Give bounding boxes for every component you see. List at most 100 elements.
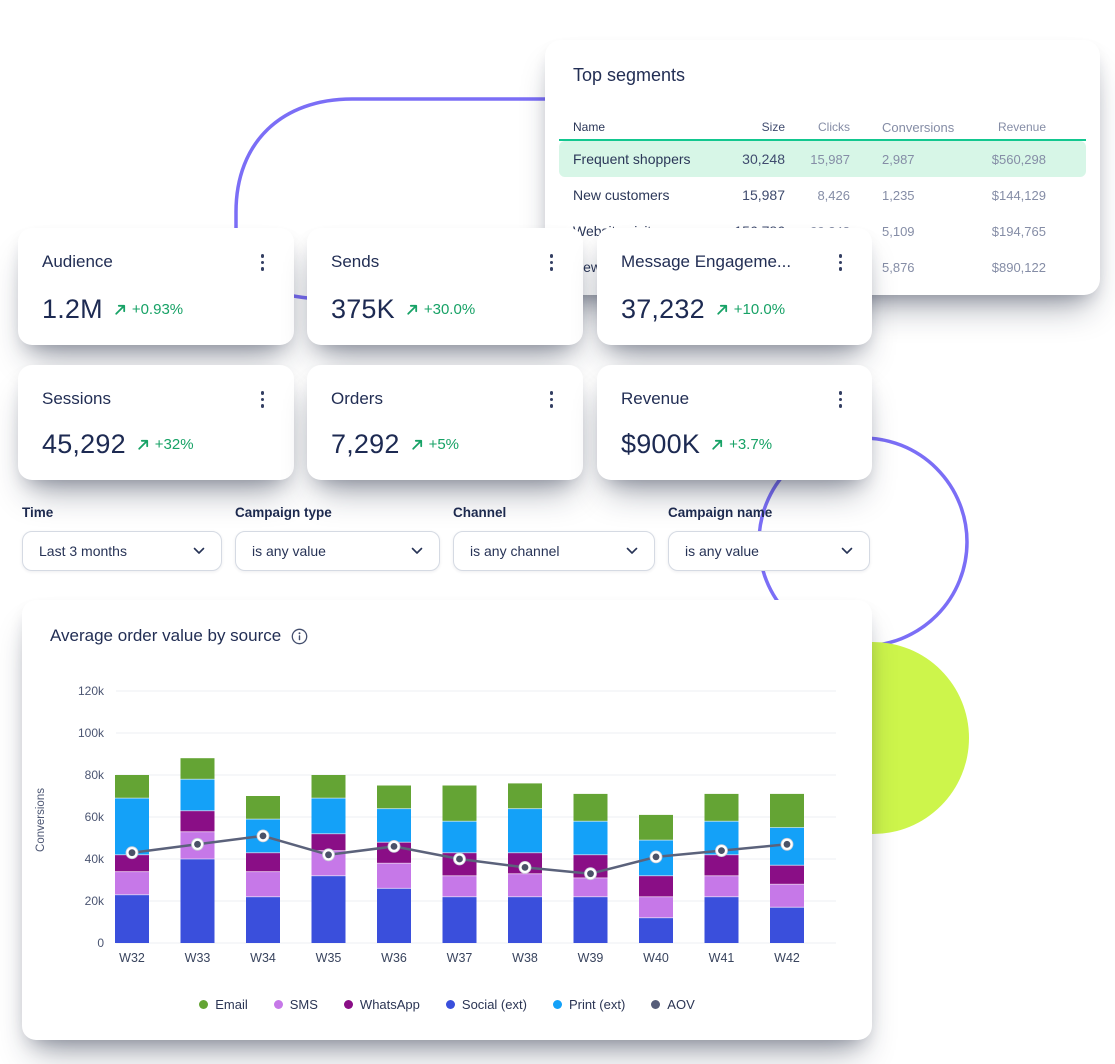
aov-point[interactable] [587, 870, 594, 878]
bar-segment-print-ext-[interactable] [115, 798, 149, 855]
aov-point[interactable] [259, 832, 267, 840]
filter-dropdown[interactable]: is any value [668, 531, 870, 571]
bar-segment-sms[interactable] [770, 884, 804, 908]
bar-segment-email[interactable] [442, 785, 477, 822]
legend-label: SMS [289, 997, 318, 1012]
filter-dropdown[interactable]: Last 3 months [22, 531, 222, 571]
bar-segment-whatsapp[interactable] [639, 875, 673, 897]
bar-segment-whatsapp[interactable] [311, 833, 346, 851]
bar-segment-print-ext-[interactable] [442, 821, 477, 853]
aov-point[interactable] [390, 843, 398, 850]
filter-channel: Channel is any channel [453, 505, 655, 571]
table-row[interactable]: New customers 15,987 8,426 1,235 $144,129 [559, 177, 1086, 213]
legend-item-aov[interactable]: AOV [651, 997, 695, 1012]
x-tick-label: W34 [250, 951, 276, 965]
bar-segment-social-ext-[interactable] [442, 896, 477, 943]
bar-segment-email[interactable] [115, 775, 149, 799]
bar-segment-social-ext-[interactable] [115, 894, 149, 943]
aov-point[interactable] [194, 840, 201, 848]
aov-point[interactable] [521, 864, 529, 871]
bar-segment-sms[interactable] [377, 863, 411, 889]
bar-segment-email[interactable] [573, 793, 608, 822]
bar-segment-whatsapp[interactable] [115, 854, 149, 872]
aov-point[interactable] [718, 847, 725, 854]
y-tick-label: 40k [85, 852, 105, 866]
metric-card-delta: +5% [410, 436, 459, 453]
table-row[interactable]: Frequent shoppers 30,248 15,987 2,987 $560,2… [559, 141, 1086, 177]
bar-segment-print-ext-[interactable] [573, 821, 608, 855]
bar-segment-social-ext-[interactable] [311, 875, 346, 943]
filter-label: Campaign type [235, 505, 332, 520]
legend-label: WhatsApp [359, 997, 420, 1012]
legend-item-print-ext-[interactable]: Print (ext) [552, 997, 625, 1012]
table-cell: $890,122 [991, 259, 1046, 275]
bar-segment-whatsapp[interactable] [180, 810, 215, 832]
bar-segment-email[interactable] [639, 814, 673, 841]
bar-segment-email[interactable] [311, 775, 346, 799]
kebab-menu-icon[interactable] [833, 250, 849, 275]
legend-color-dot [445, 1000, 455, 1009]
bar-segment-social-ext-[interactable] [573, 896, 608, 943]
bar-segment-print-ext-[interactable] [508, 808, 542, 853]
table-cell: $144,129 [991, 187, 1046, 203]
bar-segment-sms[interactable] [704, 875, 739, 897]
bar-segment-email[interactable] [508, 783, 542, 809]
aov-point[interactable] [456, 855, 463, 863]
bar-segment-email[interactable] [180, 758, 215, 780]
bar-segment-social-ext-[interactable] [639, 917, 673, 943]
metric-card-delta: +30.0% [405, 301, 475, 318]
bar-segment-sms[interactable] [573, 877, 608, 897]
bar-segment-print-ext-[interactable] [180, 779, 215, 811]
legend-item-email[interactable]: Email [199, 997, 248, 1012]
bar-segment-print-ext-[interactable] [377, 808, 411, 843]
bar-segment-sms[interactable] [508, 873, 542, 897]
info-icon[interactable] [291, 628, 308, 645]
y-axis-title: Conversions [35, 788, 47, 852]
kebab-menu-icon[interactable] [544, 250, 560, 275]
filter-dropdown-value: Last 3 months [39, 543, 127, 559]
aov-point[interactable] [783, 840, 791, 848]
metric-card-delta-value: +32% [154, 436, 194, 453]
legend-color-dot [651, 1000, 661, 1009]
aov-point[interactable] [652, 853, 660, 861]
bar-segment-email[interactable] [770, 793, 804, 828]
filter-label: Time [22, 505, 54, 520]
bar-segment-social-ext-[interactable] [770, 907, 804, 943]
kebab-menu-icon[interactable] [833, 387, 849, 412]
metric-card-delta: +10.0% [715, 301, 785, 318]
aov-point[interactable] [325, 851, 332, 859]
bar-segment-sms[interactable] [115, 871, 149, 895]
table-cell: $560,298 [991, 151, 1046, 167]
filter-dropdown[interactable]: is any value [235, 531, 440, 571]
bar-segment-whatsapp[interactable] [704, 854, 739, 876]
x-tick-label: W42 [774, 951, 800, 965]
trend-up-arrow-icon [411, 439, 422, 450]
bar-segment-print-ext-[interactable] [311, 798, 346, 834]
metric-card-delta: +3.7% [710, 436, 772, 453]
kebab-menu-icon[interactable] [255, 387, 271, 412]
bar-segment-sms[interactable] [246, 871, 280, 897]
legend-item-sms[interactable]: SMS [273, 997, 318, 1012]
kebab-menu-icon[interactable] [255, 250, 271, 275]
legend-item-whatsapp[interactable]: WhatsApp [343, 997, 420, 1012]
filter-time: Time Last 3 months [22, 505, 222, 571]
bar-segment-social-ext-[interactable] [704, 896, 739, 943]
legend-item-social-ext-[interactable]: Social (ext) [445, 997, 527, 1012]
aov-chart-svg: 0 20k 40k 60k 80k 100k 120k Conversions W32 W33 W3… [35, 684, 836, 965]
metric-card-revenue: Revenue $900K +3.7% [597, 365, 872, 480]
aov-point[interactable] [128, 849, 136, 857]
bar-segment-social-ext-[interactable] [377, 888, 411, 943]
bar-segment-email[interactable] [246, 796, 280, 820]
bar-segment-social-ext-[interactable] [508, 896, 542, 943]
kebab-menu-icon[interactable] [544, 387, 560, 412]
filter-dropdown[interactable]: is any channel [453, 531, 655, 571]
bar-segment-social-ext-[interactable] [246, 896, 280, 943]
bar-segment-email[interactable] [377, 785, 411, 809]
bar-segment-email[interactable] [704, 793, 739, 822]
bar-segment-social-ext-[interactable] [180, 859, 215, 943]
bar-segment-sms[interactable] [442, 875, 477, 897]
bar-segment-whatsapp[interactable] [770, 865, 804, 885]
bar-segment-whatsapp[interactable] [246, 852, 280, 872]
bar-segment-sms[interactable] [639, 896, 673, 918]
x-tick-label: W36 [381, 951, 407, 965]
